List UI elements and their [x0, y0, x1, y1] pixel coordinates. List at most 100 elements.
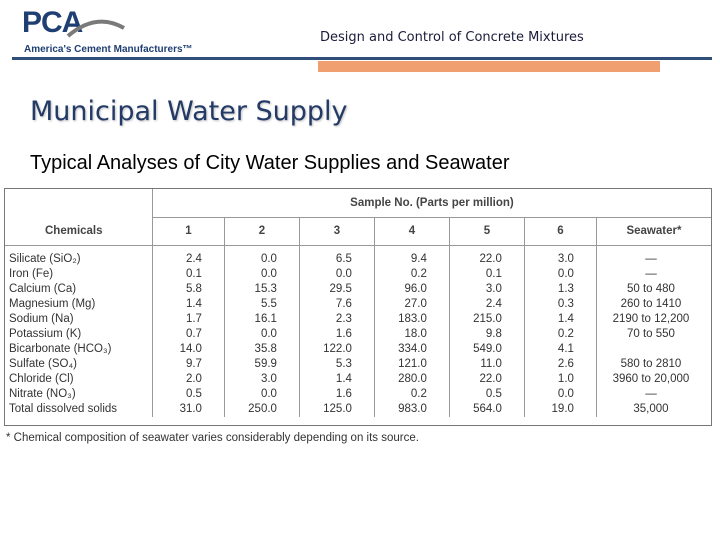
table-row: Chloride (Cl) 2.0 3.0 1.4 280.0 22.0 1.0 3960 t…: [5, 372, 711, 387]
sample-value: 18.0: [373, 327, 450, 342]
sample-value: 250.0: [223, 402, 300, 417]
sample-value: 1.6: [298, 327, 375, 342]
sample-value: 22.0: [448, 372, 525, 387]
sample-value: 183.0: [373, 312, 450, 327]
sample-value: 0.0: [223, 267, 300, 282]
chemical-name: Silicate (SiO₂): [9, 253, 81, 265]
chemical-name: Magnesium (Mg): [9, 298, 96, 310]
sample-value: 5.8: [151, 282, 225, 297]
sample-value: 31.0: [151, 402, 225, 417]
sample-value: 0.3: [523, 297, 597, 312]
sample-value: 35.8: [223, 342, 300, 357]
col-header: 6: [523, 217, 597, 246]
sample-value: 0.0: [298, 267, 375, 282]
sample-value: 3.0: [448, 282, 525, 297]
sample-value: 549.0: [448, 342, 525, 357]
table-row: Calcium (Ca) 5.8 15.3 29.5 96.0 3.0 1.3 50 to 4…: [5, 282, 711, 297]
sample-value: 16.1: [223, 312, 300, 327]
sample-value: 1.7: [151, 312, 225, 327]
sample-value: 14.0: [151, 342, 225, 357]
sample-value: 1.0: [523, 372, 597, 387]
sample-value: 5.3: [298, 357, 375, 372]
chemical-name: Chloride (Cl): [9, 373, 74, 385]
sample-value: 215.0: [448, 312, 525, 327]
chemical-name: Total dissolved solids: [9, 403, 118, 415]
sample-value: 59.9: [223, 357, 300, 372]
sample-value: 0.2: [523, 327, 597, 342]
seawater-value: 50 to 480: [595, 282, 711, 297]
col-header: 1: [151, 217, 225, 246]
seawater-value: 2190 to 12,200: [595, 312, 711, 327]
table-footnote: * Chemical composition of seawater varie…: [6, 432, 419, 444]
sample-value: 2.3: [298, 312, 375, 327]
sample-value: 983.0: [373, 402, 450, 417]
sample-value: 121.0: [373, 357, 450, 372]
col-header-seawater: Seawater*: [595, 217, 711, 246]
sample-value: 7.6: [298, 297, 375, 312]
sample-value: 1.3: [523, 282, 597, 297]
sample-value: 0.0: [223, 245, 300, 267]
sample-value: 9.4: [373, 245, 450, 267]
sample-value: 2.0: [151, 372, 225, 387]
sample-value: 1.4: [151, 297, 225, 312]
sample-value: 0.1: [151, 267, 225, 282]
seawater-value: 3960 to 20,000: [595, 372, 711, 387]
analysis-grid: Sample No. (Parts per million) Chemicals…: [5, 189, 711, 417]
chemical-name: Iron (Fe): [9, 268, 54, 280]
sample-value: 9.7: [151, 357, 225, 372]
sample-value: 19.0: [523, 402, 597, 417]
sample-value: 27.0: [373, 297, 450, 312]
chemical-name: Sulfate (SO₄): [9, 358, 77, 370]
sample-value: 2.4: [151, 245, 225, 267]
seawater-value: 70 to 550: [595, 327, 711, 342]
sample-value: 564.0: [448, 402, 525, 417]
sample-value: 125.0: [298, 402, 375, 417]
table-row: Nitrate (NO₃) 0.5 0.0 1.6 0.2 0.5 0.0—: [5, 387, 711, 402]
table-row: Silicate (SiO₂) 2.4 0.0 6.5 9.4 22.0 3.0—: [5, 245, 711, 267]
sample-value: 0.7: [151, 327, 225, 342]
sample-value: 9.8: [448, 327, 525, 342]
sample-value: 0.0: [523, 267, 597, 282]
sample-value: 11.0: [448, 357, 525, 372]
sample-value: 4.1: [523, 342, 597, 357]
header-rule: [12, 57, 712, 60]
slide-subtitle: Typical Analyses of City Water Supplies …: [30, 152, 510, 174]
table-row: Potassium (K) 0.7 0.0 1.6 18.0 9.8 0.2 70 to 55…: [5, 327, 711, 342]
table-row: Sulfate (SO₄) 9.7 59.9 5.3 121.0 11.0 2.6 580 t…: [5, 357, 711, 372]
sample-group-header: Sample No. (Parts per million): [151, 189, 711, 218]
sample-value: 0.0: [223, 327, 300, 342]
seawater-value: —: [595, 245, 711, 267]
chemicals-header: Chemicals: [5, 217, 153, 246]
chemical-name: Sodium (Na): [9, 313, 74, 325]
col-header: 3: [298, 217, 375, 246]
chemical-name: Calcium (Ca): [9, 283, 77, 295]
sample-value: 3.0: [523, 245, 597, 267]
sample-value: 22.0: [448, 245, 525, 267]
sample-value: 0.2: [373, 267, 450, 282]
table-row: Sodium (Na) 1.7 16.1 2.3 183.0 215.0 1.4 2190 t…: [5, 312, 711, 327]
sample-value: 334.0: [373, 342, 450, 357]
sample-value: 5.5: [223, 297, 300, 312]
sample-value: 1.4: [523, 312, 597, 327]
chemical-name: Potassium (K): [9, 328, 82, 340]
sample-value: 0.5: [448, 387, 525, 402]
seawater-value: [595, 342, 711, 357]
water-analysis-table: Sample No. (Parts per million) Chemicals…: [4, 188, 712, 426]
sample-value: 15.3: [223, 282, 300, 297]
sample-value: 0.0: [223, 387, 300, 402]
seawater-value: 580 to 2810: [595, 357, 711, 372]
document-title: Design and Control of Concrete Mixtures: [320, 30, 584, 45]
seawater-value: —: [595, 267, 711, 282]
table-row: Bicarbonate (HCO₃) 14.0 35.8 122.0 334.0 549.…: [5, 342, 711, 357]
sample-value: 1.4: [298, 372, 375, 387]
sample-value: 29.5: [298, 282, 375, 297]
pca-logo: PCA America's Cement Manufacturers™: [22, 6, 212, 58]
sample-value: 1.6: [298, 387, 375, 402]
col-header: 4: [373, 217, 450, 246]
sample-value: 2.6: [523, 357, 597, 372]
logo-tagline: America's Cement Manufacturers™: [24, 44, 193, 55]
slide-title: Municipal Water Supply: [30, 96, 348, 127]
seawater-value: —: [595, 387, 711, 402]
logo-swoosh-icon: [66, 19, 125, 38]
chemical-name: Nitrate (NO₃): [9, 388, 76, 400]
